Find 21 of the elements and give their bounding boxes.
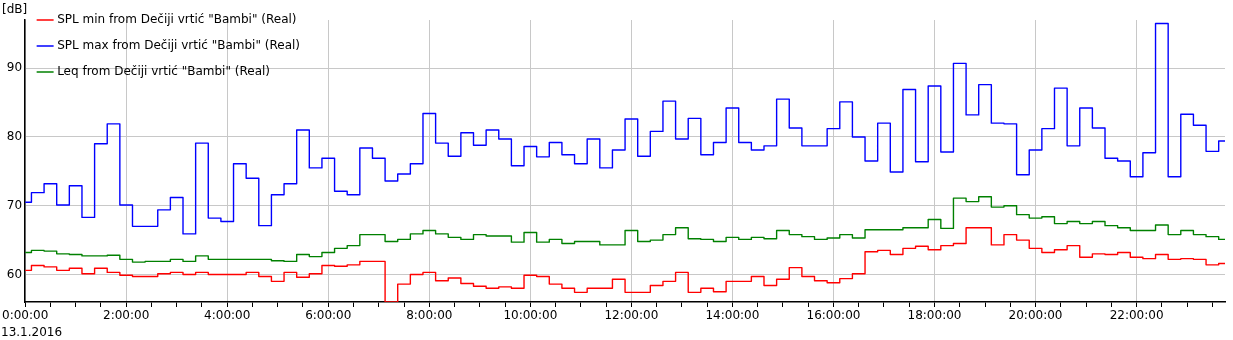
x-tick-label: 10:00:00 [503,308,558,323]
x-tick-label: 12:00:00 [604,308,659,323]
x-tick-label: 8:00:00 [406,308,453,323]
text: 13.1.2016 [1,325,63,339]
x-tick-label: 20:00:00 [1008,308,1063,323]
y-tick-label: 80 [6,129,23,144]
x-tick-label: 2:00:00 [103,308,150,323]
y-tick-label: 60 [6,266,23,281]
y-tick-label: 90 [6,60,23,75]
y-tick-label: 70 [6,197,23,212]
x-tick-label: 14:00:00 [705,308,760,323]
x-tick-label: 6:00:00 [305,308,352,323]
legend-label: SPL max from Dečiji vrtić "Bambi" (Real) [57,38,301,53]
legend-label: SPL min from Dečiji vrtić "Bambi" (Real) [57,12,297,27]
y-axis-title: [dB] [2,2,28,16]
x-tick-label: 18:00:00 [907,308,962,323]
x-tick-label: 4:00:00 [204,308,251,323]
legend-label: Leq from Dečiji vrtić "Bambi" (Real) [57,64,270,79]
x-tick-label: 0:00:00 [2,308,49,323]
x-tick-label: 22:00:00 [1109,308,1164,323]
x-tick-label: 16:00:00 [806,308,861,323]
